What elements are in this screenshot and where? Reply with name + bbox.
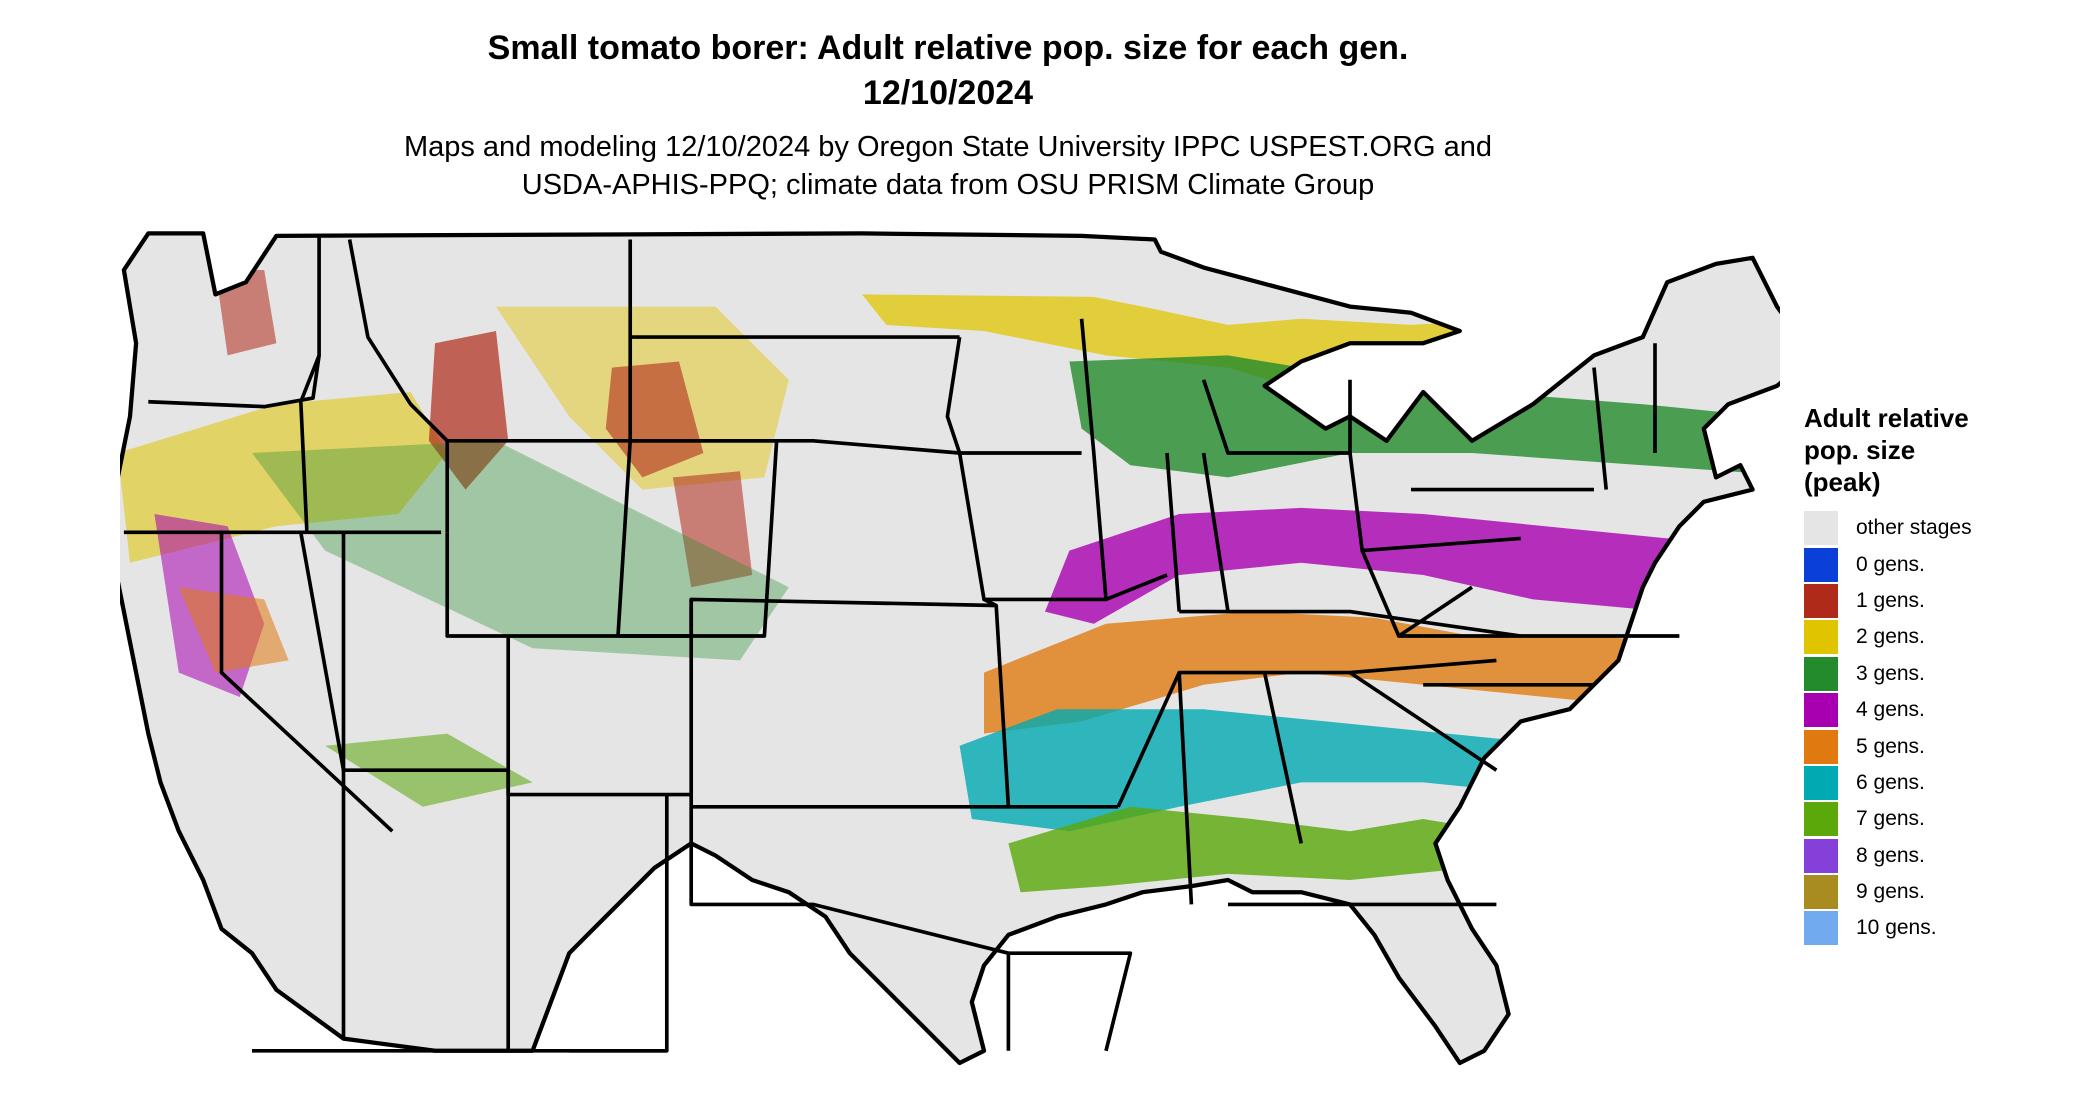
zone-7-gens-gulf — [1008, 806, 1497, 893]
legend-title: Adult relative pop. size (peak) — [1804, 403, 1969, 497]
zone-5-gens-california — [178, 587, 289, 673]
legend-label: 8 gens. — [1856, 843, 1925, 867]
legend-item: other stages — [1804, 510, 2084, 546]
legend-swatch — [1804, 620, 1838, 655]
legend-item: 3 gens. — [1804, 656, 2084, 692]
map-transform-group — [120, 231, 1780, 1066]
legend-item: 9 gens. — [1804, 874, 2084, 910]
legend-item: 6 gens. — [1804, 765, 2084, 801]
legend-label: other stages — [1856, 516, 1972, 540]
us-map — [120, 230, 1780, 1120]
legend-swatch — [1804, 765, 1838, 800]
legend-label: 3 gens. — [1856, 661, 1925, 685]
title-line-2: 12/10/2024 — [862, 74, 1034, 112]
zone-7-gens-florida — [1764, 819, 1780, 893]
legend-item: 8 gens. — [1804, 838, 2084, 874]
legend-label: 2 gens. — [1856, 625, 1925, 649]
legend-swatch — [1804, 802, 1838, 837]
legend-label: 5 gens. — [1856, 734, 1925, 758]
legend-item: 7 gens. — [1804, 801, 2084, 837]
legend-swatch — [1804, 693, 1838, 728]
legend-label: 7 gens. — [1856, 807, 1925, 831]
legend: Adult relative pop. size (peak) other st… — [1804, 402, 2084, 947]
legend-swatch — [1804, 656, 1838, 691]
legend-item: 5 gens. — [1804, 728, 2084, 764]
legend-label: 4 gens. — [1856, 698, 1925, 722]
state-borders — [123, 235, 1680, 1053]
zone-1-gens-colorado — [672, 471, 753, 588]
legend-items: other stages 0 gens. 1 gens. 2 gens. 3 gens.… — [1804, 510, 2084, 947]
subtitle-line-2: USDA-APHIS-PPQ; climate data from OSU PR… — [521, 169, 1375, 201]
legend-item: 0 gens. — [1804, 546, 2084, 582]
subtitle-line-1: Maps and modeling 12/10/2024 by Oregon S… — [403, 131, 1493, 163]
legend-swatch — [1804, 729, 1838, 764]
legend-swatch — [1804, 911, 1838, 946]
legend-swatch — [1804, 838, 1838, 873]
legend-item: 4 gens. — [1804, 692, 2084, 728]
map-subtitle: Maps and modeling 12/10/2024 by Oregon S… — [0, 128, 1896, 204]
legend-item: 10 gens. — [1804, 910, 2084, 946]
legend-swatch — [1804, 875, 1838, 910]
legend-label: 6 gens. — [1856, 770, 1925, 794]
legend-label: 1 gens. — [1856, 588, 1925, 612]
legend-item: 2 gens. — [1804, 619, 2084, 655]
map-title: Small tomato borer: Adult relative pop. … — [0, 26, 1896, 116]
zone-8-gens-texas — [1142, 941, 1204, 1015]
us-map-svg — [120, 231, 1780, 1066]
legend-label: 9 gens. — [1856, 880, 1925, 904]
zone-3-gens-basin — [252, 440, 789, 661]
title-line-1: Small tomato borer: Adult relative pop. … — [487, 29, 1409, 67]
zone-2-gens-northwest — [120, 392, 448, 563]
legend-swatch — [1804, 511, 1838, 546]
zone-1-gens-washington — [215, 270, 277, 356]
legend-swatch — [1804, 583, 1838, 618]
legend-item: 1 gens. — [1804, 583, 2084, 619]
legend-swatch — [1804, 547, 1838, 582]
legend-label: 10 gens. — [1856, 916, 1937, 940]
legend-label: 0 gens. — [1856, 552, 1925, 576]
